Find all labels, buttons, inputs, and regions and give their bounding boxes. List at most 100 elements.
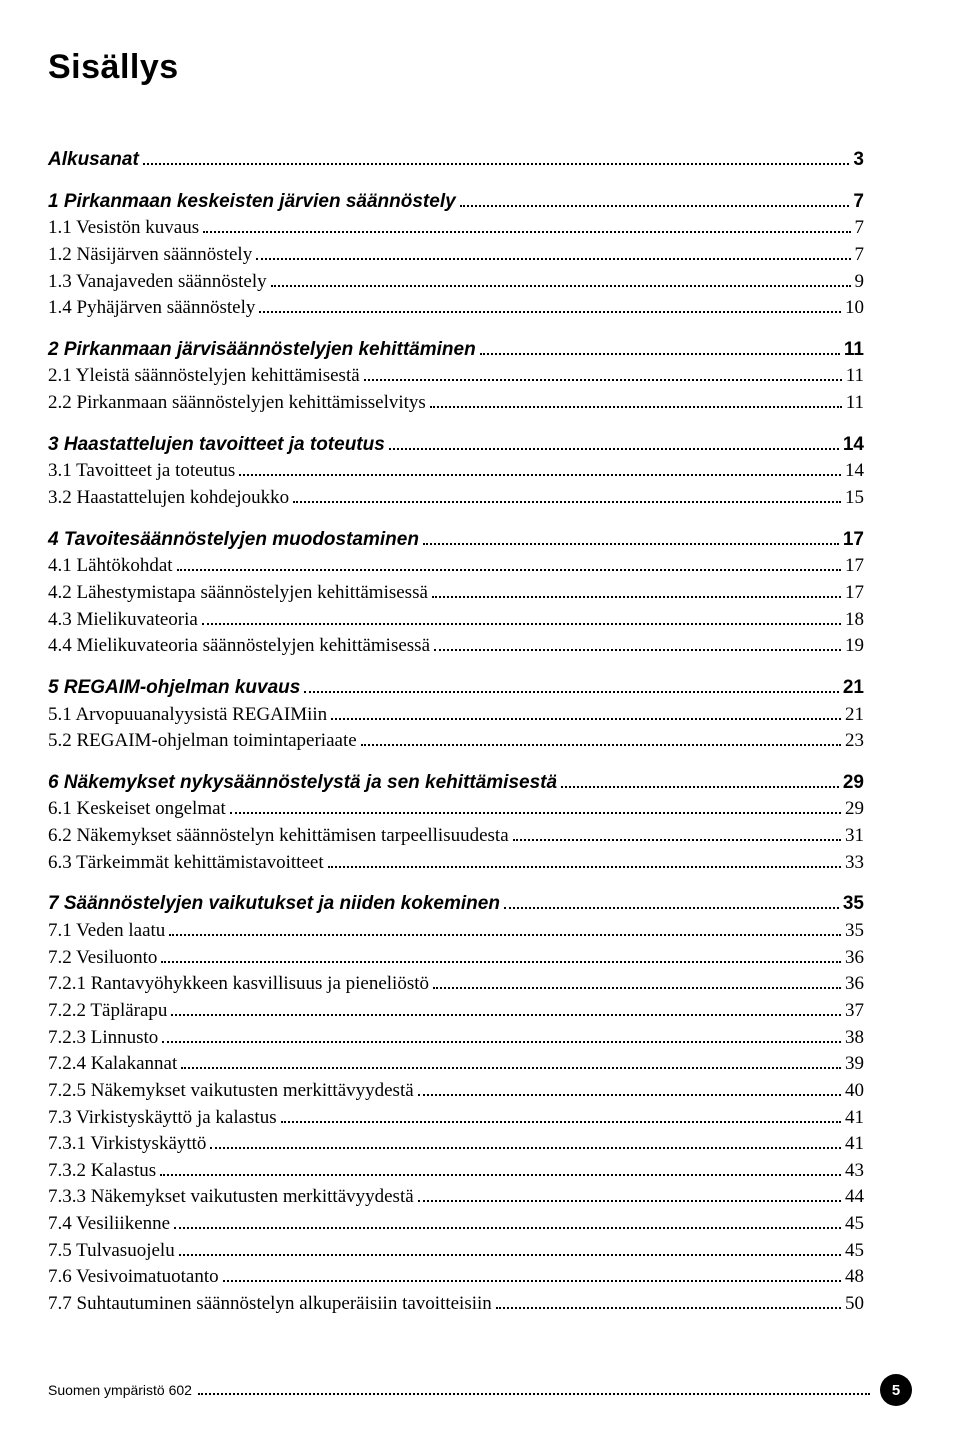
toc-row: 7.2.1 Rantavyöhykkeen kasvillisuus ja pi… — [48, 971, 864, 997]
toc-leader — [281, 1105, 841, 1122]
toc-row: 6.1 Keskeiset ongelmat 29 — [48, 796, 864, 822]
toc-entry-label: 4.1 Lähtökohdat — [48, 553, 173, 579]
toc-entry-label: 7.4 Vesiliikenne — [48, 1211, 170, 1237]
toc-entry-page: 43 — [845, 1158, 864, 1184]
toc-row: 7.3.2 Kalastus43 — [48, 1158, 864, 1184]
toc-row: 3 Haastattelujen tavoitteet ja toteutus1… — [48, 432, 864, 458]
toc-leader — [169, 919, 841, 936]
toc-entry-page: 29 — [843, 770, 864, 796]
toc-leader — [430, 391, 842, 408]
toc-entry-label: 7.2.3 Linnusto — [48, 1025, 158, 1051]
footer-leader — [198, 1385, 870, 1395]
toc-entry-page: 11 — [844, 337, 864, 363]
toc-row: 3.2 Haastattelujen kohdejoukko15 — [48, 485, 864, 511]
toc-entry-label: 7.1 Veden laatu — [48, 918, 165, 944]
toc-leader — [418, 1185, 841, 1202]
toc-entry-page: 35 — [843, 891, 864, 917]
table-of-contents: Alkusanat31 Pirkanmaan keskeisten järvie… — [48, 147, 864, 1317]
toc-row: 4 Tavoitesäännöstelyjen muodostaminen17 — [48, 527, 864, 553]
toc-entry-page: 11 — [846, 390, 864, 416]
toc-row: 5.2 REGAIM-ohjelman toimintaperiaate23 — [48, 728, 864, 754]
toc-entry-label: 7.7 Suhtautuminen säännöstelyn alkuperäi… — [48, 1291, 492, 1317]
toc-row: 7.1 Veden laatu35 — [48, 918, 864, 944]
toc-leader — [210, 1132, 841, 1149]
toc-leader — [328, 851, 841, 868]
toc-row: 7.2.4 Kalakannat39 — [48, 1051, 864, 1077]
toc-entry-page: 17 — [845, 580, 864, 606]
toc-row: 2 Pirkanmaan järvisäännöstelyjen kehittä… — [48, 337, 864, 363]
toc-entry-label: 6 Näkemykset nykysäännöstelystä ja sen k… — [48, 770, 557, 796]
toc-row: 7.5 Tulvasuojelu45 — [48, 1238, 864, 1264]
toc-entry-label: 5.2 REGAIM-ohjelman toimintaperiaate — [48, 728, 357, 754]
toc-entry-label: 7.3.1 Virkistyskäyttö — [48, 1131, 206, 1157]
toc-entry-page: 10 — [845, 295, 864, 321]
toc-entry-page: 41 — [845, 1105, 864, 1131]
footer-publication: Suomen ympäristö 602 — [48, 1382, 192, 1398]
toc-entry-page: 50 — [845, 1291, 864, 1317]
toc-entry-label: 7.2.2 Täplärapu — [48, 998, 167, 1024]
toc-row: 1.3 Vanajaveden säännöstely 9 — [48, 269, 864, 295]
toc-leader — [162, 1025, 841, 1042]
toc-leader — [331, 702, 841, 719]
toc-leader — [433, 972, 841, 989]
toc-leader — [223, 1265, 841, 1282]
toc-entry-page: 33 — [845, 850, 864, 876]
toc-entry-label: Alkusanat — [48, 147, 139, 173]
toc-entry-page: 29 — [845, 796, 864, 822]
toc-entry-label: 5 REGAIM-ohjelman kuvaus — [48, 675, 300, 701]
toc-leader — [174, 1212, 841, 1229]
toc-row: 6.3 Tärkeimmät kehittämistavoitteet 33 — [48, 850, 864, 876]
toc-leader — [480, 338, 840, 355]
toc-leader — [496, 1292, 841, 1309]
toc-entry-page: 21 — [845, 702, 864, 728]
toc-entry-label: 1.3 Vanajaveden säännöstely — [48, 269, 267, 295]
toc-row: 1 Pirkanmaan keskeisten järvien säännöst… — [48, 189, 864, 215]
toc-leader — [293, 486, 841, 503]
toc-leader — [179, 1239, 841, 1256]
toc-entry-page: 21 — [843, 675, 864, 701]
toc-entry-page: 37 — [845, 998, 864, 1024]
toc-entry-page: 9 — [855, 269, 865, 295]
toc-leader — [423, 528, 839, 545]
toc-leader — [389, 433, 839, 450]
toc-row: 5.1 Arvopuuanalyysistä REGAIMiin21 — [48, 702, 864, 728]
toc-row: 7.3.1 Virkistyskäyttö 41 — [48, 1131, 864, 1157]
toc-row: 7.2.2 Täplärapu 37 — [48, 998, 864, 1024]
footer-page-number: 5 — [880, 1374, 912, 1406]
toc-row: 1.4 Pyhäjärven säännöstely 10 — [48, 295, 864, 321]
toc-entry-page: 39 — [845, 1051, 864, 1077]
toc-leader — [177, 554, 841, 571]
toc-leader — [304, 676, 839, 693]
toc-entry-label: 6.2 Näkemykset säännöstelyn kehittämisen… — [48, 823, 509, 849]
toc-entry-label: 6.1 Keskeiset ongelmat — [48, 796, 226, 822]
toc-row: 7.7 Suhtautuminen säännöstelyn alkuperäi… — [48, 1291, 864, 1317]
toc-entry-label: 2.1 Yleistä säännöstelyjen kehittämisest… — [48, 363, 360, 389]
toc-row: 7.2 Vesiluonto36 — [48, 945, 864, 971]
toc-entry-label: 4.4 Mielikuvateoria säännöstelyjen kehit… — [48, 633, 430, 659]
toc-row: 2.2 Pirkanmaan säännöstelyjen kehittämis… — [48, 390, 864, 416]
toc-entry-label: 6.3 Tärkeimmät kehittämistavoitteet — [48, 850, 324, 876]
toc-entry-label: 1.4 Pyhäjärven säännöstely — [48, 295, 255, 321]
toc-entry-label: 2 Pirkanmaan järvisäännöstelyjen kehittä… — [48, 337, 476, 363]
toc-entry-page: 36 — [845, 971, 864, 997]
toc-leader — [432, 581, 841, 598]
page-title: Sisällys — [48, 48, 864, 87]
toc-entry-label: 7.2.1 Rantavyöhykkeen kasvillisuus ja pi… — [48, 971, 429, 997]
toc-row: 7 Säännöstelyjen vaikutukset ja niiden k… — [48, 891, 864, 917]
toc-row: 6 Näkemykset nykysäännöstelystä ja sen k… — [48, 770, 864, 796]
toc-entry-page: 7 — [855, 242, 865, 268]
toc-entry-page: 18 — [845, 607, 864, 633]
toc-row: 6.2 Näkemykset säännöstelyn kehittämisen… — [48, 823, 864, 849]
toc-row: 7.4 Vesiliikenne 45 — [48, 1211, 864, 1237]
toc-row: 7.3 Virkistyskäyttö ja kalastus41 — [48, 1105, 864, 1131]
toc-entry-page: 45 — [845, 1211, 864, 1237]
toc-entry-page: 41 — [845, 1131, 864, 1157]
toc-leader — [143, 148, 850, 165]
toc-entry-page: 36 — [845, 945, 864, 971]
toc-leader — [256, 243, 850, 260]
toc-entry-label: 4.3 Mielikuvateoria — [48, 607, 198, 633]
toc-leader — [434, 634, 841, 651]
toc-leader — [171, 999, 841, 1016]
toc-entry-label: 1 Pirkanmaan keskeisten järvien säännöst… — [48, 189, 456, 215]
toc-row: 7.2.5 Näkemykset vaikutusten merkittävyy… — [48, 1078, 864, 1104]
